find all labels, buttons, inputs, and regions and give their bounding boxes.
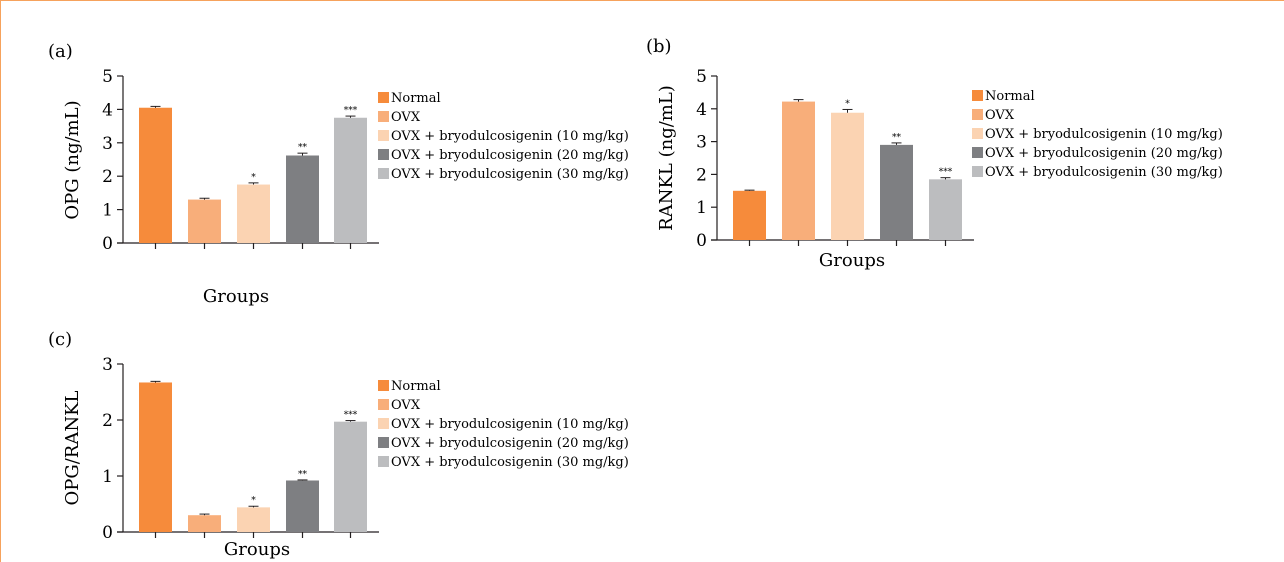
bar-ovx-30 [929,179,962,240]
panel-label: (b) [646,36,672,57]
y-tick-label: 5 [102,67,113,87]
bar-ovx-10 [237,184,270,243]
chart-panel-c: (c)0123******OPG/RANKLGroupsNormalOVXOVX… [48,329,629,560]
legend-label: OVX [391,110,421,125]
bar-ovx-30 [334,117,367,243]
legend-label: Normal [985,89,1035,104]
legend-swatch [378,130,389,141]
legend: Normal OVX OVX + bryodulcosigenin (10 mg/k… [378,379,629,470]
y-tick-label: 4 [696,100,707,120]
legend-label: Normal [391,91,441,106]
significance-marker: ** [892,133,902,143]
legend-swatch [378,399,389,410]
legend-label: OVX + bryodulcosigenin (20 mg/kg) [391,148,629,163]
y-tick-label: 2 [102,167,113,187]
y-tick-label: 1 [696,198,707,218]
legend-swatch [378,92,389,103]
legend-swatch [972,109,983,120]
legend-label: OVX + bryodulcosigenin (10 mg/kg) [391,417,629,432]
legend-swatch [378,456,389,467]
y-axis-title: OPG/RANKL [62,390,83,505]
significance-marker: *** [939,168,953,178]
legend-swatch [972,166,983,177]
bar-ovx [188,199,221,243]
legend-swatch [972,147,983,158]
legend-swatch [378,418,389,429]
y-tick-label: 0 [696,231,707,251]
y-axis-title: OPG (ng/mL) [62,100,83,219]
significance-marker: *** [344,411,358,421]
bar-ovx-20 [286,480,319,532]
bar-ovx-30 [334,421,367,532]
legend-label: OVX + bryodulcosigenin (20 mg/kg) [985,146,1223,161]
bar-ovx-10 [831,112,864,240]
significance-marker: ** [298,143,308,153]
bar-ovx [188,515,221,532]
legend: Normal OVX OVX + bryodulcosigenin (10 mg/k… [972,89,1223,180]
x-axis-title: Groups [224,539,290,560]
legend-label: OVX + bryodulcosigenin (30 mg/kg) [391,167,629,182]
bar-normal [733,190,766,240]
significance-marker: * [845,99,850,109]
legend-label: OVX + bryodulcosigenin (30 mg/kg) [391,455,629,470]
bar-normal [139,382,172,532]
significance-marker: *** [344,106,358,116]
legend-swatch [378,149,389,160]
bar-ovx-10 [237,507,270,532]
y-tick-label: 2 [102,411,113,431]
bar-ovx-20 [286,155,319,243]
y-tick-label: 3 [102,355,113,375]
bar-ovx-20 [880,144,913,240]
y-tick-label: 3 [102,134,113,154]
y-tick-label: 4 [102,100,113,120]
significance-marker: * [251,496,256,506]
y-axis-title: RANKL (ng/mL) [656,85,677,231]
legend-swatch [378,380,389,391]
legend-label: OVX [985,108,1015,123]
y-tick-label: 0 [102,523,113,543]
legend-swatch [378,168,389,179]
legend-swatch [972,90,983,101]
y-tick-label: 1 [102,467,113,487]
legend-label: OVX + bryodulcosigenin (20 mg/kg) [391,436,629,451]
legend-label: Normal [391,379,441,394]
y-tick-label: 5 [696,67,707,87]
legend-label: OVX + bryodulcosigenin (10 mg/kg) [391,129,629,144]
y-tick-label: 3 [696,133,707,153]
significance-marker: * [251,173,256,183]
legend-swatch [378,437,389,448]
y-tick-label: 1 [102,201,113,221]
legend-label: OVX + bryodulcosigenin (30 mg/kg) [985,165,1223,180]
bar-normal [139,107,172,243]
legend-swatch [378,111,389,122]
legend: Normal OVX OVX + bryodulcosigenin (10 mg/k… [378,91,629,182]
panel-label: (c) [48,329,72,350]
y-tick-label: 2 [696,165,707,185]
legend-label: OVX [391,398,421,413]
legend-label: OVX + bryodulcosigenin (10 mg/kg) [985,127,1223,142]
bar-ovx [782,101,815,240]
significance-marker: ** [298,470,308,480]
legend-swatch [972,128,983,139]
x-axis-title: Groups [819,250,885,271]
panel-label: (a) [48,41,73,62]
x-axis-title: Groups [203,286,269,307]
y-tick-label: 0 [102,234,113,254]
